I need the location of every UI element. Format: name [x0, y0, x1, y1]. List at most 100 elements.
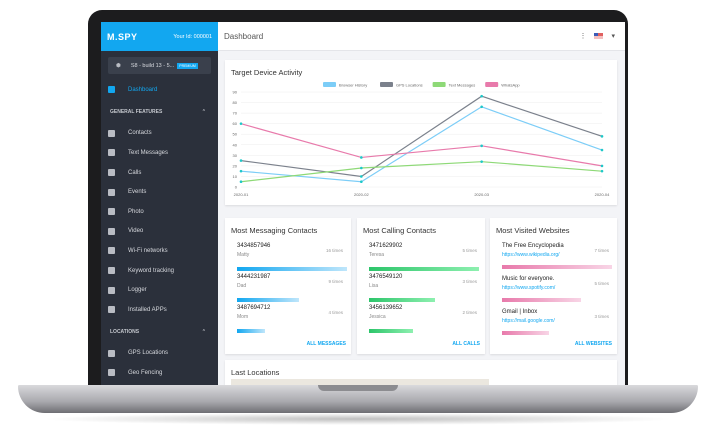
data-point [600, 135, 604, 138]
activity-chart-card: Target Device Activity 0 10 20 30 40 50 60 70 80… [225, 60, 617, 205]
sidebar-item-label: Events [128, 189, 147, 196]
y-tick-label: 70 [233, 111, 238, 116]
card-title: Most Calling Contacts [363, 226, 436, 235]
all-websites-link[interactable]: ALL WEBSITES [574, 341, 612, 347]
sidebar-item-installed-apps[interactable]: Installed APPs [101, 300, 218, 320]
y-tick-label: 80 [233, 100, 238, 105]
legend-label: GPS Locations [396, 83, 423, 88]
progress-bar [502, 265, 612, 269]
list-item[interactable]: The Free Encyclopedia https://www.wikiped… [502, 243, 609, 258]
premium-badge: PREMIUM [177, 62, 198, 69]
data-point [480, 94, 483, 98]
us-flag-icon[interactable] [594, 33, 604, 39]
list-item[interactable]: 3471629902 Teresa 5 times [369, 243, 477, 258]
sidebar-item-logger[interactable]: Logger [101, 280, 218, 300]
y-tick-label: 20 [233, 163, 238, 168]
item-name: Matty [237, 252, 250, 258]
general-features-header[interactable]: GENERAL FEATURES ⌃ [101, 100, 218, 124]
sidebar-item-events[interactable]: Events [101, 182, 218, 202]
video-icon [108, 227, 115, 235]
keyword-tracking-icon [108, 267, 115, 275]
item-count: 5 times [594, 281, 609, 286]
item-url[interactable]: https://mail.google.com/ [502, 318, 555, 324]
item-url[interactable]: https://www.spotify.com/ [502, 285, 556, 291]
item-count: 9 times [328, 279, 343, 284]
list-item[interactable]: Music for everyone. https://www.spotify.c… [502, 276, 609, 291]
sidebar-item-contacts[interactable]: Contacts [101, 124, 218, 144]
chart-title: Target Device Activity [231, 68, 303, 77]
item-title: Gmail | Inbox [502, 309, 538, 315]
sidebar-item-label: Photo [128, 208, 144, 215]
item-url[interactable]: https://www.wikipedia.org/ [502, 252, 560, 258]
laptop-base [18, 385, 698, 413]
item-name: Teresa [369, 252, 385, 258]
map[interactable] [231, 379, 489, 385]
sidebar-item-dashboard[interactable]: Dashboard [101, 80, 218, 100]
legend-swatch [380, 82, 393, 87]
data-point [239, 169, 243, 173]
messaging-card: Most Messaging Contacts 3434857946 Matty 16… [225, 218, 351, 354]
all-messages-link[interactable]: ALL MESSAGES [306, 341, 346, 347]
y-tick-label: 90 [233, 90, 238, 95]
sidebar-item-label: Geo Fencing [128, 369, 163, 376]
x-tick-label: 2020-02 [354, 192, 369, 197]
logo-bar: M.SPY Your Id: 000001 [101, 22, 218, 51]
data-point [360, 156, 363, 159]
user-id: Your Id: 000001 [173, 33, 212, 40]
sidebar-item-geo-fencing[interactable]: Geo Fencing [101, 363, 218, 383]
item-count: 2 times [462, 310, 477, 315]
sidebar-item-label: Logger [128, 287, 147, 294]
sidebar-item-video[interactable]: Video [101, 222, 218, 242]
sidebar-item-label: GPS Locations [128, 350, 169, 357]
all-calls-link[interactable]: ALL CALLS [452, 341, 480, 347]
item-name: Lisa [369, 283, 379, 289]
last-locations-card: Last Locations [225, 360, 617, 385]
list-item[interactable]: Gmail | Inbox https://mail.google.com/3 t… [502, 309, 609, 324]
section-label: LOCATIONS [110, 328, 140, 335]
item-count: 16 times [325, 248, 343, 253]
card-title: Most Visited Websites [496, 226, 570, 235]
progress-bar [369, 267, 479, 271]
topbar: Dashboard ⋮ ▾ [218, 22, 625, 51]
list-item[interactable]: 3444231987 Dad 9 times [237, 274, 343, 289]
sidebar-item-text-messages[interactable]: Text Messages [101, 143, 218, 163]
text-messages-icon [108, 149, 115, 157]
x-tick-label: 2020-01 [234, 192, 249, 197]
locations-header[interactable]: LOCATIONS ⌃ [101, 320, 218, 344]
data-point [360, 166, 363, 170]
android-icon: ⬢ [116, 62, 121, 69]
item-title: The Free Encyclopedia [502, 243, 564, 249]
sidebar-item-label: Keyword tracking [128, 267, 175, 274]
legend-swatch [485, 82, 499, 87]
list-item[interactable]: 3476549120 Lisa 3 times [369, 274, 477, 289]
device-selector[interactable]: ⬢ S8 - build 13 - 5... PREMIUM [108, 57, 211, 74]
series-line [240, 161, 603, 183]
data-point [480, 105, 483, 109]
item-count: 7 times [594, 248, 609, 253]
activity-chart: 0 10 20 30 40 50 60 70 80 90 2020-01 2020-02 2020-03… [233, 82, 610, 197]
sidebar-item-label: Contacts [128, 130, 152, 137]
legend-label: Text Messages [449, 83, 476, 88]
sidebar-item-photo[interactable]: Photo [101, 202, 218, 222]
item-count: 3 times [594, 314, 609, 319]
more-menu-icon[interactable]: ⋮ [579, 33, 587, 40]
sidebar: M.SPY Your Id: 000001 ⬢ S8 - build 13 - … [101, 22, 218, 385]
progress-bar [237, 329, 265, 333]
photo-icon [108, 208, 115, 216]
logo[interactable]: M.SPY [107, 31, 138, 42]
sidebar-item-gps-locations[interactable]: GPS Locations [101, 344, 218, 364]
data-point [480, 144, 483, 148]
y-tick-label: 10 [233, 174, 238, 179]
sidebar-item-calls[interactable]: Calls [101, 163, 218, 183]
sidebar-item-wi-fi-networks[interactable]: Wi-Fi networks [101, 241, 218, 261]
laptop-shadow [40, 413, 676, 425]
sidebar-item-label: Text Messages [128, 149, 169, 156]
sidebar-item-label: Wi-Fi networks [128, 247, 168, 254]
section-label: GENERAL FEATURES [110, 108, 163, 115]
sidebar-item-keyword-tracking[interactable]: Keyword tracking [101, 261, 218, 281]
list-item[interactable]: 3487694712 Mom 4 times [237, 305, 343, 320]
progress-bar [369, 329, 413, 333]
caret-down-icon[interactable]: ▾ [611, 33, 615, 40]
list-item[interactable]: 3434857946 Matty 16 times [237, 243, 343, 258]
list-item[interactable]: 3456139652 Jessica 2 times [369, 305, 477, 320]
